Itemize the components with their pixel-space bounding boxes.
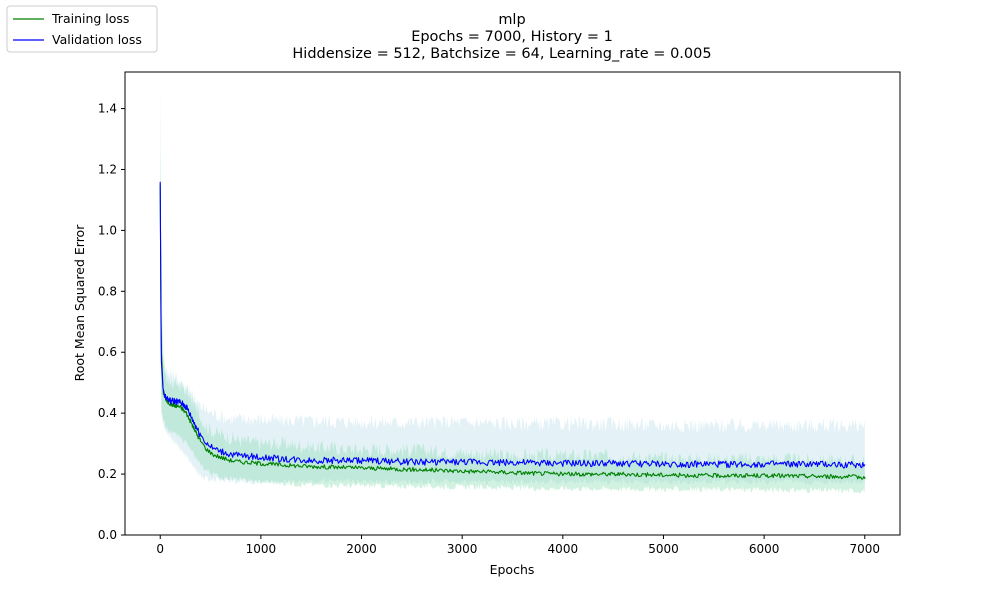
series-lines xyxy=(159,181,866,480)
y-tick-label: 0.0 xyxy=(98,528,117,542)
title-line-1: mlp xyxy=(498,12,525,28)
y-tick-label: 0.8 xyxy=(98,284,117,298)
y-tick-label: 0.2 xyxy=(98,467,117,481)
training-loss-line xyxy=(159,184,866,480)
x-tick-label: 2000 xyxy=(346,542,377,556)
y-tick-label: 1.0 xyxy=(98,223,117,237)
y-tick-label: 1.4 xyxy=(98,102,117,116)
x-tick-label: 6000 xyxy=(749,542,780,556)
legend-label-training: Training loss xyxy=(51,11,129,26)
y-axis-ticks: 0.0 0.2 0.4 0.6 0.8 1.0 1.2 1.4 xyxy=(98,102,125,542)
x-tick-label: 5000 xyxy=(648,542,679,556)
legend-label-validation: Validation loss xyxy=(52,32,142,47)
x-axis-ticks: 0 1000 2000 3000 4000 5000 6000 7000 xyxy=(156,535,880,556)
y-tick-label: 1.2 xyxy=(98,162,117,176)
x-tick-label: 3000 xyxy=(447,542,478,556)
x-tick-label: 7000 xyxy=(849,542,880,556)
title-line-2: Epochs = 7000, History = 1 xyxy=(411,29,613,45)
x-axis-label: Epochs xyxy=(490,562,535,577)
legend-box xyxy=(6,5,158,53)
title-line-3: Hiddensize = 512, Batchsize = 64, Learni… xyxy=(292,46,711,62)
x-tick-label: 0 xyxy=(156,542,164,556)
chart-title: mlp Epochs = 7000, History = 1 Hiddensiz… xyxy=(292,12,711,62)
x-tick-label: 1000 xyxy=(246,542,277,556)
validation-loss-line xyxy=(159,181,866,469)
validation-loss-band xyxy=(160,144,865,485)
y-tick-label: 0.4 xyxy=(98,406,117,420)
y-axis-label: Root Mean Squared Error xyxy=(72,224,87,382)
legend: Training loss Validation loss xyxy=(6,5,158,53)
plot-frame xyxy=(124,71,901,536)
y-tick-label: 0.6 xyxy=(98,345,117,359)
x-tick-label: 4000 xyxy=(548,542,579,556)
